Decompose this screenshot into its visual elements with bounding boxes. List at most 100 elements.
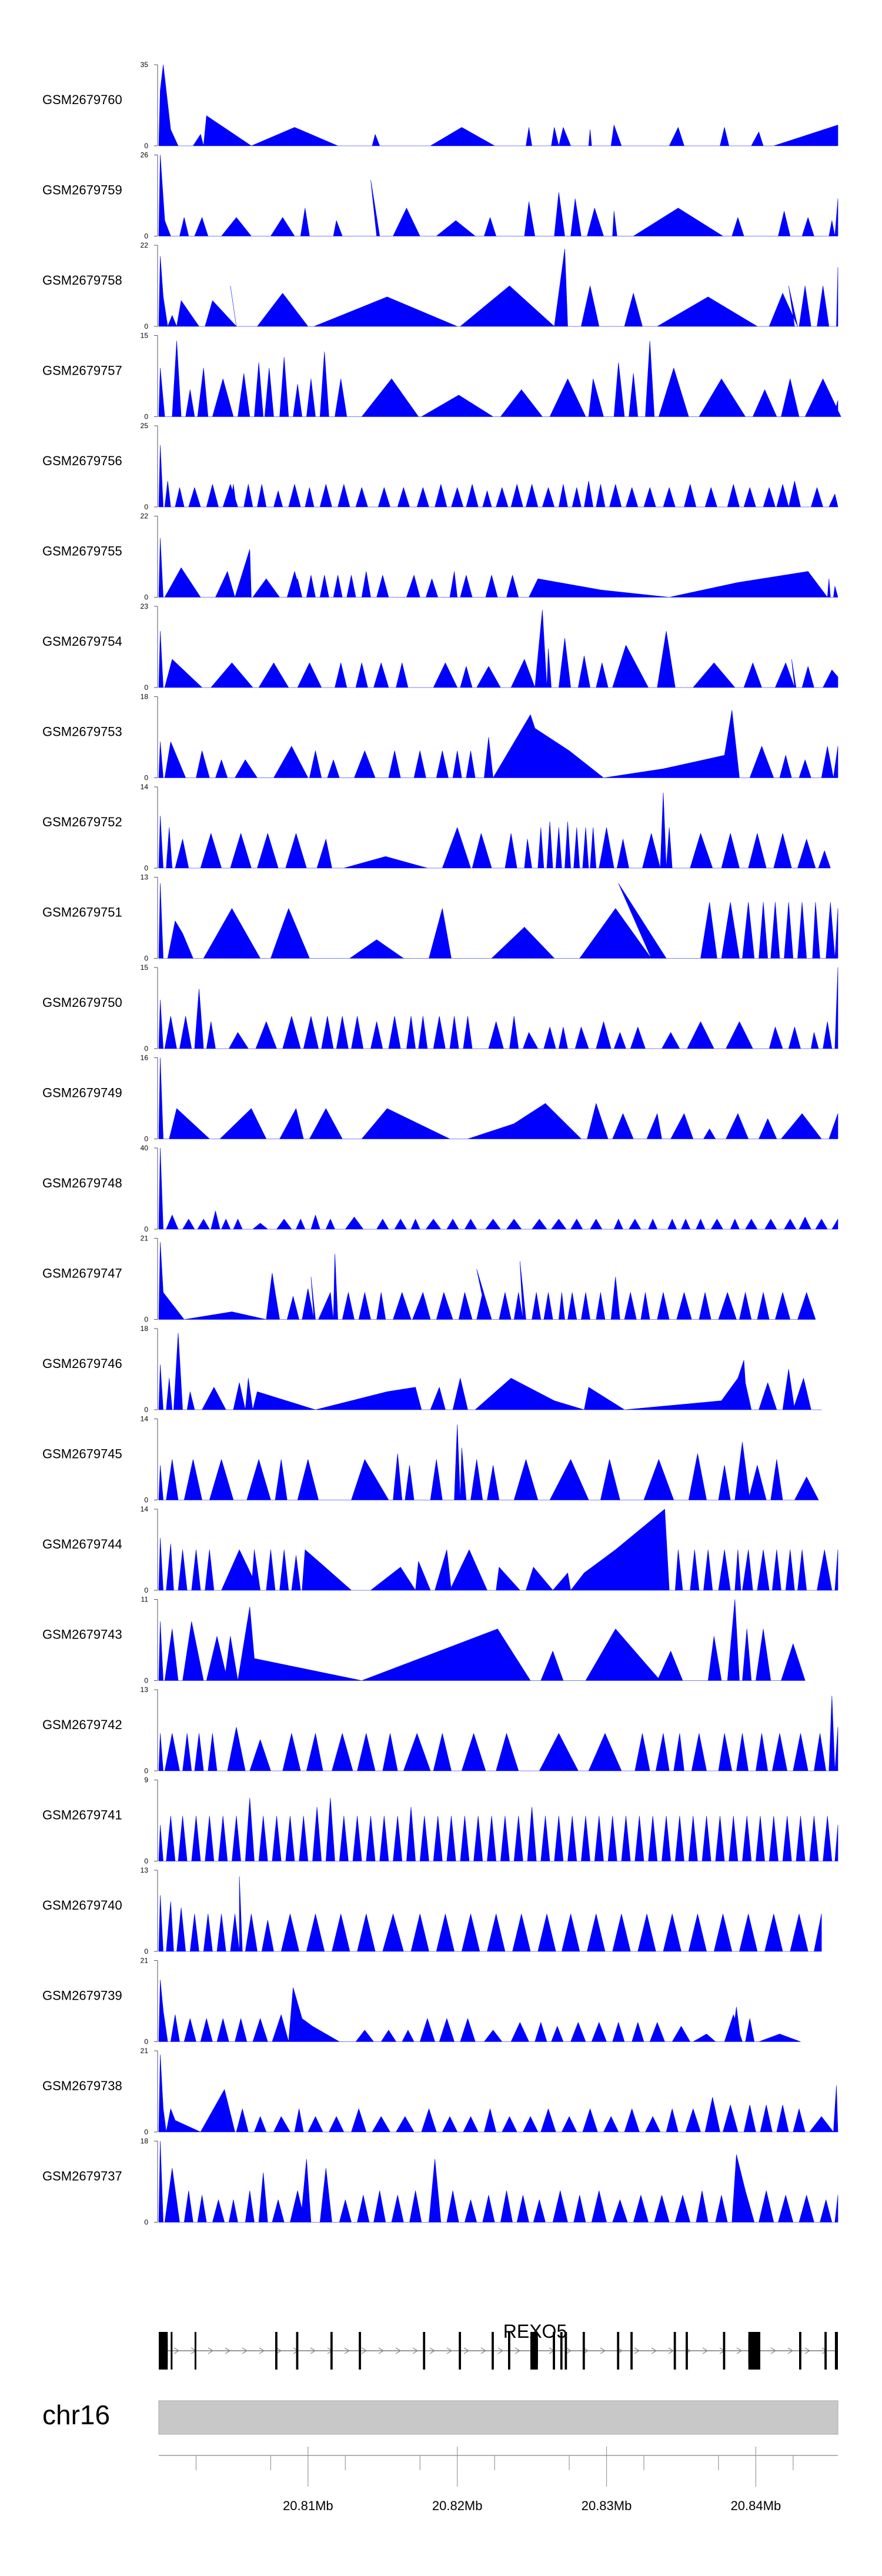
track-ymin-label: 0 [144, 593, 148, 602]
track-sample-label: GSM2679750 [42, 995, 122, 1010]
track-ymax-label: 15 [141, 963, 149, 972]
gene-exons [159, 2332, 838, 2370]
strand-arrow [634, 2347, 640, 2354]
track-ymin-label: 0 [144, 142, 148, 150]
exon [799, 2332, 801, 2370]
strand-arrow [225, 2347, 231, 2354]
track-sample-label: GSM2679752 [42, 815, 122, 829]
track-ymax-label: 14 [141, 783, 149, 791]
coverage-track: GSM2679741 9 0 [42, 1776, 838, 1866]
coverage-area [158, 883, 838, 959]
track-sample-label: GSM2679757 [42, 363, 122, 378]
strand-arrow [480, 2347, 487, 2354]
exon [359, 2332, 361, 2370]
track-ymax-label: 16 [141, 1054, 149, 1062]
exon [459, 2332, 462, 2370]
track-ymin-label: 0 [144, 2218, 148, 2227]
coverage-track: GSM2679753 18 0 [42, 693, 838, 782]
chromosome-band-bar [158, 2400, 838, 2435]
coverage-area [158, 1333, 822, 1410]
track-ymax-label: 22 [141, 241, 149, 249]
strand-arrow [463, 2347, 470, 2354]
exon [564, 2332, 567, 2370]
coverage-area [158, 155, 838, 236]
track-ymax-label: 15 [141, 332, 149, 340]
gene-model-track: REXO5 [159, 2321, 838, 2370]
track-ymin-label: 0 [144, 503, 148, 511]
coordinate-tick-label: 20.82Mb [432, 2498, 483, 2513]
track-ymax-label: 23 [141, 602, 149, 610]
exon [723, 2332, 726, 2370]
track-sample-label: GSM2679753 [42, 725, 122, 739]
coverage-area [158, 1599, 806, 1681]
strand-arrow [259, 2347, 265, 2354]
track-sample-label: GSM2679754 [42, 634, 122, 649]
strand-arrow [378, 2347, 385, 2354]
track-ymin-label: 0 [144, 774, 148, 782]
track-sample-label: GSM2679758 [42, 273, 122, 288]
track-ymax-label: 13 [141, 1866, 149, 1874]
track-sample-label: GSM2679747 [42, 1266, 122, 1281]
exon [492, 2332, 494, 2370]
exon [553, 2332, 555, 2370]
track-ymax-label: 26 [141, 151, 149, 159]
coordinate-tick-label: 20.84Mb [731, 2498, 781, 2513]
exon [617, 2332, 620, 2370]
strand-arrow [276, 2347, 282, 2354]
track-sample-label: GSM2679751 [42, 905, 122, 920]
track-ymin-label: 0 [144, 1947, 148, 1956]
coverage-track: GSM2679744 14 0 [42, 1505, 838, 1594]
strand-arrow [787, 2347, 794, 2354]
track-ymin-label: 0 [144, 864, 148, 872]
strand-arrow [600, 2347, 606, 2354]
strand-arrow [395, 2347, 402, 2354]
gene-name-label: REXO5 [503, 2321, 567, 2342]
genome-coordinate-axis: 20.81Mb 20.82Mb 20.83Mb 20.84Mb [159, 2447, 838, 2513]
strand-arrow [514, 2347, 521, 2354]
coverage-track: GSM2679743 11 0 [42, 1596, 806, 1685]
coverage-track: GSM2679746 18 0 [42, 1324, 822, 1414]
track-ymin-label: 0 [144, 1586, 148, 1594]
strand-arrow [770, 2347, 777, 2354]
coverage-area [158, 609, 838, 688]
strand-arrow [566, 2347, 572, 2354]
track-ymax-label: 40 [141, 1144, 149, 1152]
coverage-area [158, 1696, 838, 1771]
exon [673, 2332, 676, 2370]
coordinate-tick-label: 20.83Mb [582, 2498, 632, 2513]
coverage-area [158, 1797, 838, 1861]
strand-arrow [821, 2347, 828, 2354]
strand-arrow [242, 2347, 248, 2354]
coverage-track: GSM2679747 21 0 [42, 1234, 816, 1324]
exon [194, 2332, 196, 2370]
track-ymax-label: 21 [141, 1234, 149, 1243]
track-ymax-label: 18 [141, 693, 149, 701]
track-ymax-label: 13 [141, 1686, 149, 1694]
track-ymin-label: 0 [144, 2128, 148, 2136]
track-ymin-label: 0 [144, 1857, 148, 1866]
track-ymax-label: 14 [141, 1415, 149, 1423]
track-ymin-label: 0 [144, 683, 148, 692]
coverage-tracks: GSM2679760350GSM2679759260GSM2679758220G… [42, 61, 841, 2227]
exon [508, 2332, 510, 2370]
strand-arrow [497, 2347, 504, 2354]
strand-arrow [702, 2347, 709, 2354]
track-ymin-label: 0 [144, 1045, 148, 1053]
coverage-area [158, 792, 831, 869]
axis-ticks: 20.81Mb 20.82Mb 20.83Mb 20.84Mb [195, 2447, 794, 2513]
exon [834, 2332, 838, 2370]
track-sample-label: GSM2679744 [42, 1537, 122, 1551]
track-ymin-label: 0 [144, 1677, 148, 1685]
strand-arrow [208, 2347, 214, 2354]
strand-arrow [310, 2347, 316, 2354]
track-ymin-label: 0 [144, 1767, 148, 1775]
coding-exon-block [530, 2338, 538, 2364]
exon [630, 2332, 633, 2370]
track-sample-label: GSM2679755 [42, 544, 122, 559]
strand-arrow [446, 2347, 453, 2354]
coverage-area [158, 1509, 838, 1591]
strand-arrow [736, 2347, 743, 2354]
coding-exon-block [159, 2338, 168, 2364]
track-ymax-label: 13 [141, 873, 149, 882]
coverage-area [158, 341, 841, 417]
